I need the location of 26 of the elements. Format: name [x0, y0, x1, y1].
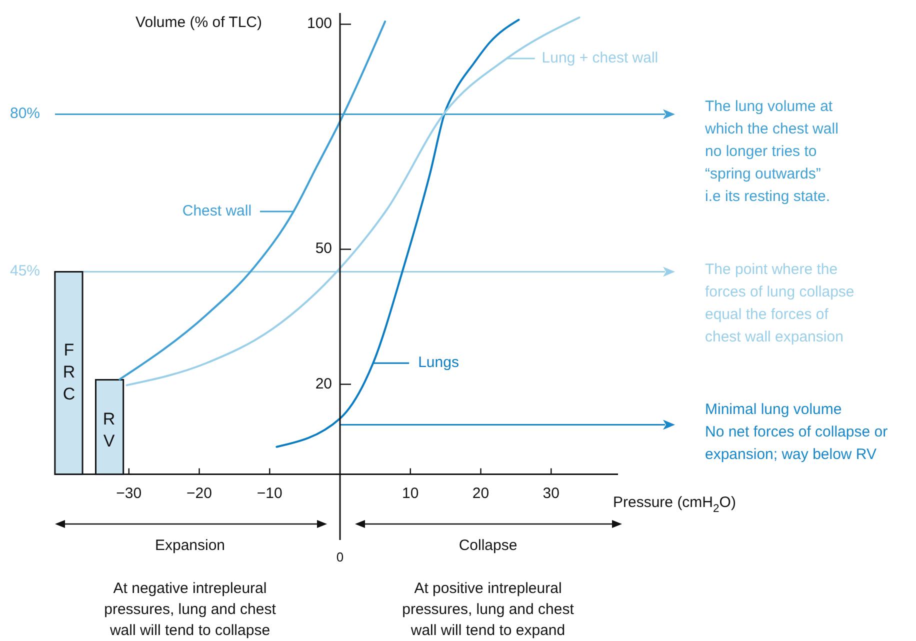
y-tick-label: 20	[315, 375, 332, 392]
legend-label: The lung volume at which the chest wall no longer tries to “spring outwards” i.e its resting state.	[704, 98, 838, 205]
text: 80%	[10, 105, 40, 122]
text: 45%	[10, 262, 40, 280]
x-tick-label: −30	[116, 484, 142, 502]
annotation: FRC	[62, 340, 76, 404]
text: Chest wall	[182, 202, 252, 220]
annotation: RV	[102, 409, 116, 450]
legend-label: Lung + chest wall	[542, 49, 658, 66]
text: At negative intrepleural pressures, lung and chest wall will tend to collapse	[104, 580, 277, 639]
annotation: Collapse	[458, 536, 518, 554]
x-tick-label: 10	[402, 484, 419, 502]
x-tick-label: −10	[256, 484, 282, 502]
y-axis-title: Volume (% of TLC)	[136, 14, 262, 31]
ref-line-label: Minimal lung volume No net forces of collapse or expansion; way below RV	[705, 400, 888, 463]
y-tick-label: 50	[315, 240, 332, 258]
x-tick-label: 20	[472, 484, 490, 502]
annotation: Expansion	[154, 536, 226, 554]
x-axis-title: Pressure (cmH$_{2}$O)	[613, 494, 736, 515]
legend-label: Lungs	[418, 354, 459, 372]
legend-label: The point where the forces of lung collapse equal the forces of chest wall expansion	[705, 260, 854, 346]
text: 0	[336, 549, 344, 564]
text: At positive intrepleural pressures, lung and chest wall will tend to expand	[402, 580, 575, 639]
x-tick-label: −20	[186, 484, 212, 502]
x-tick-label: 30	[542, 484, 560, 502]
y-tick-label: 100	[306, 15, 332, 32]
